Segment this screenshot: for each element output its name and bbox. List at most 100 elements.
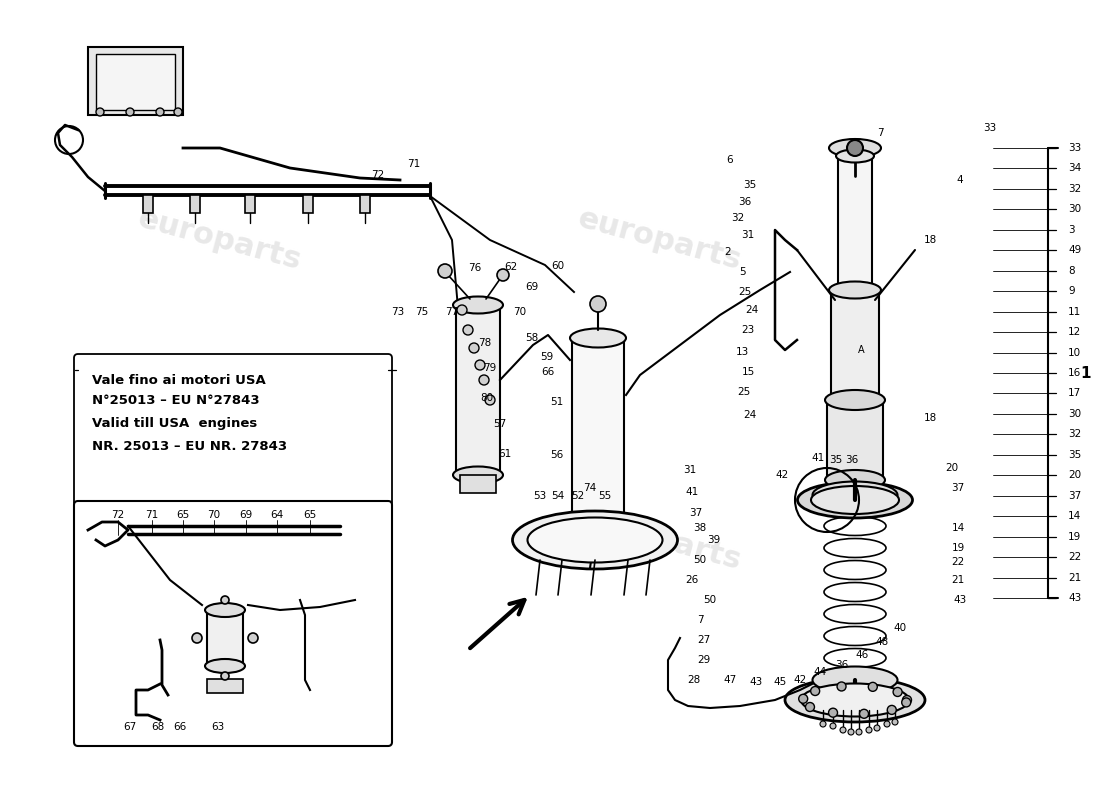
Text: 59: 59 [540,352,553,362]
Bar [460,475,496,493]
Text: 9: 9 [1068,286,1075,296]
Circle shape [866,727,872,733]
Text: 33: 33 [983,123,997,133]
Text: 13: 13 [736,347,749,357]
Circle shape [859,710,869,718]
Circle shape [856,729,862,735]
Text: 36: 36 [738,197,751,207]
Text: 26: 26 [685,575,698,585]
Circle shape [478,375,490,385]
Text: 19: 19 [1068,532,1081,542]
Circle shape [848,729,854,735]
Text: 50: 50 [693,555,706,565]
Text: 7: 7 [696,615,703,625]
Text: 54: 54 [551,491,564,501]
Text: 21: 21 [1068,573,1081,582]
Bar [827,400,883,480]
Ellipse shape [825,470,886,490]
Text: 39: 39 [707,535,721,545]
Bar [143,195,153,213]
Ellipse shape [205,659,245,673]
Text: 37: 37 [1068,490,1081,501]
Text: 70: 70 [208,510,221,520]
Text: 43: 43 [749,677,762,687]
Bar [207,679,243,693]
Text: 69: 69 [240,510,253,520]
Text: 10: 10 [1068,347,1081,358]
Text: europarts: europarts [135,504,305,576]
Bar [96,54,175,110]
Ellipse shape [825,390,886,410]
Text: 12: 12 [1068,327,1081,337]
Circle shape [884,721,890,727]
Text: 18: 18 [923,235,936,245]
Ellipse shape [513,511,678,569]
Text: Vale fino ai motori USA: Vale fino ai motori USA [92,374,266,386]
Bar [302,195,313,213]
Text: 70: 70 [514,307,527,317]
Text: 24: 24 [746,305,759,315]
Text: 16: 16 [1068,368,1081,378]
Text: 55: 55 [598,491,612,501]
Text: 32: 32 [1068,430,1081,439]
Text: 56: 56 [550,450,563,460]
FancyBboxPatch shape [74,501,392,746]
Circle shape [902,695,912,705]
Circle shape [868,682,878,691]
Text: 4: 4 [957,175,964,185]
Circle shape [221,596,229,604]
Text: 20: 20 [1068,470,1081,480]
Text: 63: 63 [211,722,224,732]
FancyBboxPatch shape [74,354,392,506]
Circle shape [156,108,164,116]
Text: 35: 35 [744,180,757,190]
Text: Valid till USA  engines: Valid till USA engines [92,418,257,430]
Text: 34: 34 [1068,163,1081,174]
Circle shape [874,725,880,731]
Text: 30: 30 [1068,409,1081,419]
Bar [572,338,624,540]
Text: 60: 60 [551,261,564,271]
Text: 77: 77 [446,307,459,317]
Text: 25: 25 [738,287,751,297]
Circle shape [805,702,814,711]
Ellipse shape [453,466,503,483]
Text: 65: 65 [304,510,317,520]
Circle shape [811,686,819,695]
Bar [830,290,879,400]
Text: 33: 33 [1068,143,1081,153]
Text: 22: 22 [952,557,965,567]
Text: 32: 32 [1068,184,1081,194]
Circle shape [192,633,202,643]
Text: 38: 38 [693,523,706,533]
Circle shape [96,108,104,116]
Text: 42: 42 [776,470,789,480]
Text: 43: 43 [1068,593,1081,603]
Circle shape [497,269,509,281]
Text: europarts: europarts [135,204,305,276]
Text: 14: 14 [952,523,965,533]
Text: 50: 50 [703,595,716,605]
Text: 35: 35 [829,455,843,465]
Ellipse shape [570,329,626,347]
Text: 65: 65 [176,510,189,520]
Text: 76: 76 [469,263,482,273]
Text: 43: 43 [954,595,967,605]
Circle shape [174,108,182,116]
Text: 28: 28 [688,675,701,685]
Text: 31: 31 [683,465,696,475]
Ellipse shape [570,530,626,550]
Circle shape [837,682,846,691]
Text: 8: 8 [1068,266,1075,276]
Bar [456,305,501,475]
Ellipse shape [453,297,503,314]
Text: 79: 79 [483,363,496,373]
Ellipse shape [836,150,874,162]
Bar [190,195,200,213]
Text: 41: 41 [685,487,698,497]
Text: 27: 27 [697,635,711,645]
Bar [88,47,183,115]
Ellipse shape [798,482,913,518]
Text: 37: 37 [690,508,703,518]
Text: 20: 20 [945,463,958,473]
